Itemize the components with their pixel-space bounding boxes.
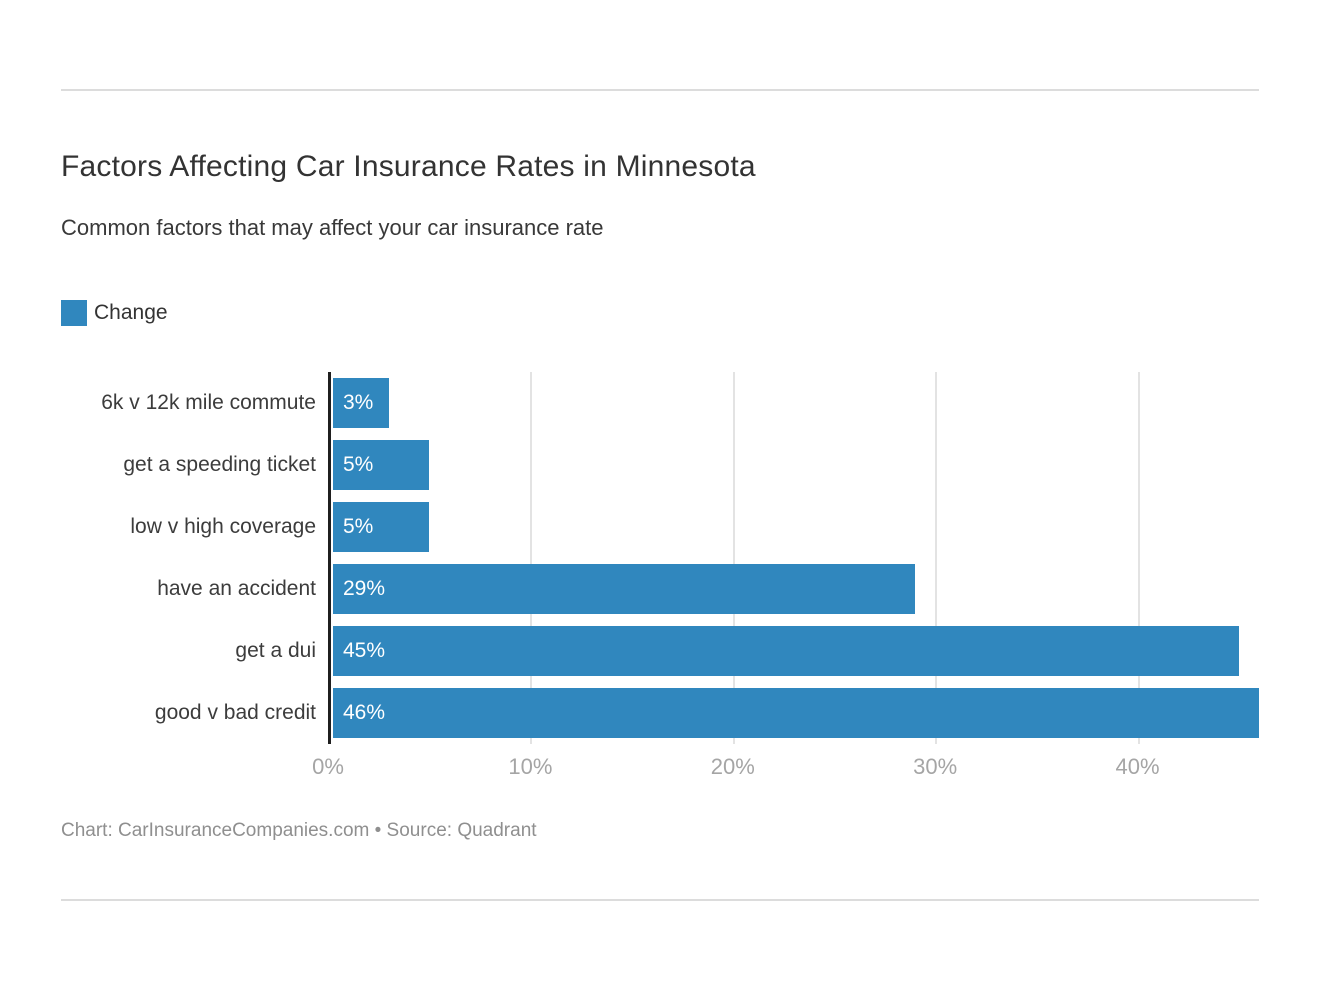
bottom-divider [61,899,1259,901]
value-label: 46% [343,701,386,724]
bar-row: get a speeding ticket 5% [61,434,1259,496]
bar-row: good v bad credit 46% [61,682,1259,744]
category-label: get a speeding ticket [123,453,316,476]
bar-row: get a dui 45% [61,620,1259,682]
bar-track: 45% [328,626,1259,676]
bar-chart: 6k v 12k mile commute 3% get a speeding ti… [61,372,1259,788]
bar-track: 5% [328,440,1259,490]
gridline [1137,372,1140,744]
bar-track: 46% [328,688,1259,738]
x-tick-label: 40% [1115,754,1160,779]
bar-rows: 6k v 12k mile commute 3% get a speeding ti… [61,372,1259,744]
bar-track: 3% [328,378,1259,428]
category-label: have an accident [157,577,316,600]
bar: 5% [333,502,430,552]
category-label: low v high coverage [130,515,316,538]
plot-area: 6k v 12k mile commute 3% get a speeding ti… [61,372,1259,744]
x-tick-label: 20% [710,754,755,779]
gridline [530,372,533,744]
x-axis: 0% 10% 20% 30% 40% [312,744,1259,788]
legend: Change [61,299,1259,326]
value-label: 45% [343,639,386,662]
bar: 29% [333,564,915,614]
x-tick-label: 10% [508,754,553,779]
chart-footer: Chart: CarInsuranceCompanies.com • Sourc… [61,820,537,841]
chart-content: Factors Affecting Car Insurance Rates in… [61,89,1259,901]
top-divider [61,89,1259,91]
bar: 3% [333,378,389,428]
gridline [935,372,938,744]
value-label: 29% [343,577,386,600]
bar-row: low v high coverage 5% [61,496,1259,558]
x-tick-label: 30% [913,754,958,779]
value-label: 3% [343,391,374,414]
value-label: 5% [343,453,374,476]
gridline [732,372,735,744]
bar: 46% [333,688,1259,738]
x-tick-label: 0% [312,754,344,779]
gridlines [328,372,1259,744]
bar: 45% [333,626,1239,676]
chart-title: Factors Affecting Car Insurance Rates in… [61,150,756,183]
category-label: 6k v 12k mile commute [101,391,316,414]
bar: 5% [333,440,430,490]
bar-track: 29% [328,564,1259,614]
y-axis-line [328,372,331,744]
chart-subtitle: Common factors that may affect your car … [61,215,604,240]
category-label: get a dui [235,639,316,662]
legend-label: Change [94,300,168,324]
bar-row: 6k v 12k mile commute 3% [61,372,1259,434]
value-label: 5% [343,515,374,538]
category-label: good v bad credit [154,701,316,724]
bar-track: 5% [328,502,1259,552]
bar-row: have an accident 29% [61,558,1259,620]
legend-swatch-icon [61,299,87,326]
